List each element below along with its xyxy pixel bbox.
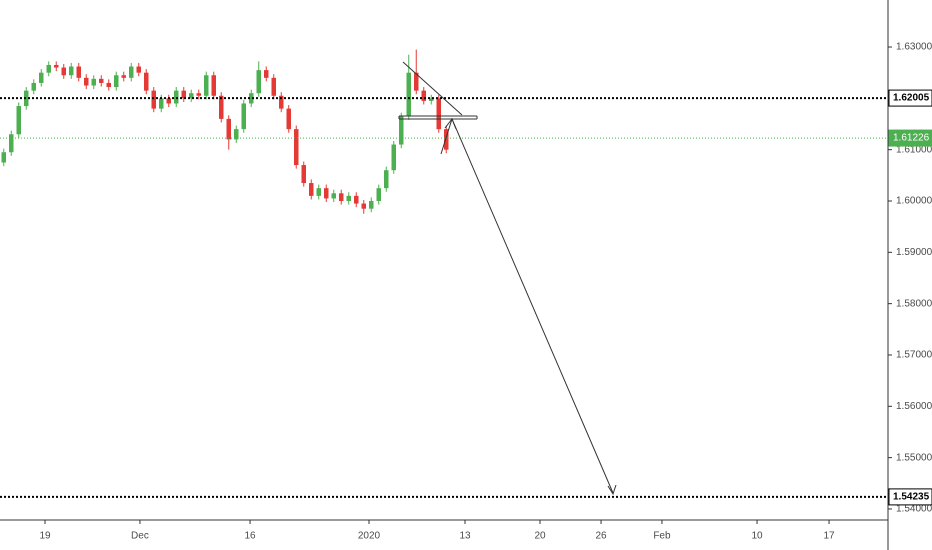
candle-body — [354, 195, 359, 204]
price-level-label: 1.61226 — [893, 133, 930, 144]
candle-body — [286, 108, 291, 130]
candle-body — [309, 183, 314, 196]
candle-body — [249, 93, 254, 104]
candle-body — [24, 90, 29, 107]
x-tick-label: 10 — [751, 531, 763, 542]
candle-body — [346, 195, 351, 201]
candle-body — [76, 66, 81, 78]
candle-body — [114, 75, 119, 88]
candle-body — [219, 95, 224, 119]
y-tick-label: 1.54000 — [896, 504, 932, 515]
y-tick-label: 1.56000 — [896, 401, 932, 412]
candle-body — [121, 75, 126, 78]
y-tick-label: 1.63000 — [896, 42, 932, 53]
candle-body — [436, 98, 441, 130]
x-tick-label: 13 — [459, 531, 471, 542]
candle-body — [369, 200, 374, 209]
candle-body — [39, 72, 44, 83]
candle-body — [271, 77, 276, 96]
x-tick-label: 20 — [534, 531, 546, 542]
candle-body — [406, 72, 411, 117]
candle-body — [61, 67, 66, 76]
candle-body — [279, 95, 284, 109]
candle-body — [129, 66, 134, 78]
candle-body — [1, 152, 6, 163]
drawings — [398, 61, 617, 496]
arrow-head — [607, 484, 617, 496]
candle-body — [174, 90, 179, 104]
candle-body — [31, 82, 36, 91]
price-level-box — [888, 89, 932, 107]
candle-body — [399, 116, 404, 145]
candle-body — [361, 203, 366, 209]
candle-body — [421, 90, 426, 101]
candle-body — [16, 106, 21, 135]
candle-body — [264, 70, 269, 78]
candle-body — [166, 98, 171, 104]
candle-body — [391, 144, 396, 171]
x-tick-label: 16 — [244, 531, 256, 542]
candle-body — [54, 64, 59, 68]
candle-body — [181, 90, 186, 99]
candle-body — [211, 75, 216, 96]
x-tick-label: 26 — [595, 531, 607, 542]
candle-body — [136, 66, 141, 73]
candle-body — [151, 90, 156, 109]
candle-body — [234, 129, 239, 140]
y-tick-label: 1.59000 — [896, 247, 932, 258]
candle-body — [331, 193, 336, 199]
price-level-box — [888, 129, 932, 147]
candle-body — [226, 118, 231, 140]
x-tick-label: 17 — [823, 531, 835, 542]
candle-body — [414, 72, 419, 91]
candle-body — [241, 103, 246, 130]
candle-body — [384, 170, 389, 189]
candle-body — [9, 134, 14, 153]
candle-body — [204, 75, 209, 96]
candle-body — [294, 129, 299, 166]
candle-body — [189, 93, 194, 99]
arrow-head — [444, 118, 457, 130]
y-tick-label: 1.61000 — [896, 144, 932, 155]
candle-body — [444, 129, 449, 150]
candle-body — [106, 82, 111, 88]
candle-body — [376, 188, 381, 201]
candle-body — [429, 98, 434, 101]
candle-body — [324, 188, 329, 199]
candle-body — [99, 78, 104, 83]
candle-body — [91, 78, 96, 86]
y-tick-label: 1.58000 — [896, 298, 932, 309]
x-tick-label: 19 — [39, 531, 51, 542]
y-tick-label: 1.57000 — [896, 350, 932, 361]
price-level-label: 1.54235 — [893, 492, 930, 503]
candle-body — [84, 77, 89, 86]
y-tick-label: 1.55000 — [896, 452, 932, 463]
candle-body — [46, 64, 51, 73]
candle-body — [144, 72, 149, 91]
candle-body — [316, 188, 321, 196]
x-tick-label: Dec — [131, 531, 149, 542]
candle-body — [301, 165, 306, 184]
candle-body — [159, 98, 164, 109]
trend-line — [402, 61, 463, 116]
candle-body — [339, 193, 344, 201]
x-tick-label: Feb — [653, 531, 671, 542]
price-level-box — [888, 488, 932, 506]
candle-body — [196, 93, 201, 96]
candle-body — [256, 70, 261, 94]
price-level-label: 1.62005 — [893, 93, 930, 104]
x-tick-label: 2020 — [358, 531, 381, 542]
y-tick-label: 1.60000 — [896, 196, 932, 207]
candle-body — [69, 66, 74, 76]
